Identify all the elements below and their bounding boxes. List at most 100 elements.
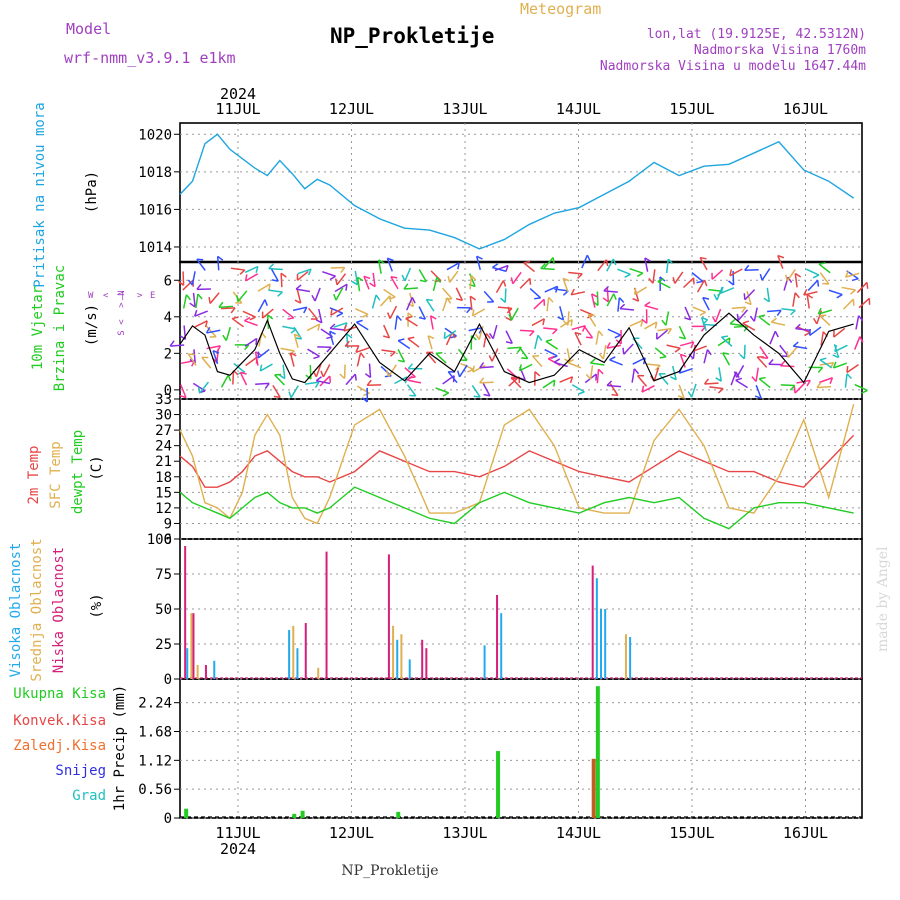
wind-barb — [716, 286, 723, 301]
wind-barb-flag — [407, 312, 414, 318]
wind-barb-flag — [390, 275, 398, 279]
wind-barb — [307, 307, 318, 320]
y-tick-label: 4 — [164, 310, 172, 326]
wind-barb — [571, 384, 585, 393]
wind-barb — [505, 330, 513, 344]
wind-barb-flag — [553, 358, 561, 363]
wind-barb-flag — [193, 309, 198, 317]
wind-barb-flag — [636, 272, 644, 278]
wind-barb — [652, 269, 656, 284]
wind-barb — [809, 326, 822, 337]
wind-barb-flag — [759, 376, 766, 380]
wind-barb-flag — [329, 323, 336, 329]
cloud-bar — [392, 625, 395, 679]
wind-barb-flag — [846, 366, 849, 373]
wind-barb-flag — [217, 255, 224, 261]
wind-barb-flag — [569, 376, 574, 384]
top-day-label: 15JUL — [669, 100, 714, 118]
wind-barb — [372, 272, 376, 287]
wind-barb — [442, 297, 448, 312]
wind-barb-flag — [230, 307, 236, 314]
wind-barb-flag — [363, 275, 371, 280]
compass-arrow-right: > — [137, 291, 143, 301]
wind-barb — [816, 385, 832, 389]
wind-barb — [692, 306, 706, 314]
wind-barb — [684, 306, 692, 321]
wind-speed-line — [179, 312, 854, 384]
y-tick-label: 1016 — [138, 202, 172, 218]
wind-barb-flag — [529, 278, 532, 285]
wind-barb — [523, 262, 535, 273]
wind-barb-flag — [722, 352, 730, 355]
wind-barb-flag — [455, 297, 463, 302]
wind-barb — [603, 290, 618, 293]
wind-barb — [678, 384, 685, 399]
wind-barb-flag — [670, 376, 677, 381]
wind-barb-flag — [680, 353, 687, 358]
wind-barb-flag — [401, 274, 406, 282]
wind-barb-flag — [654, 364, 661, 371]
wind-barb-flag — [236, 295, 239, 302]
wind-barb — [833, 362, 848, 369]
wind-barb — [520, 329, 535, 332]
wind-barb — [282, 308, 295, 319]
wind-barb-flag — [505, 340, 513, 345]
bottom-day-label: 12JUL — [329, 824, 374, 842]
wind-barb-flag — [699, 256, 707, 260]
wind-barb-flag — [613, 293, 617, 301]
wind-barb-flag — [832, 354, 839, 359]
cloud-bar — [604, 609, 607, 679]
y-tick-label: 15 — [155, 485, 172, 501]
y-tick-label: 12 — [155, 501, 172, 517]
compass-n: N — [117, 290, 127, 295]
wind-barb-flag — [819, 357, 827, 361]
wind-barb-flag — [189, 302, 196, 308]
wind-barb — [554, 288, 569, 292]
wind-barb-flag — [703, 279, 708, 287]
compass-e: E — [150, 291, 155, 301]
wind-barb — [856, 281, 868, 294]
wind-barb-flag — [816, 381, 822, 389]
wind-barb-flag — [706, 349, 712, 356]
wind-barb — [397, 339, 411, 350]
wind-barb-flag — [264, 382, 270, 389]
wind-barb-flag — [505, 265, 509, 272]
wind-barb — [589, 365, 594, 380]
cloud-bar — [624, 634, 627, 679]
y-tick-label: 24 — [155, 439, 172, 455]
wind-barb — [494, 264, 509, 272]
wind-barb — [356, 277, 361, 292]
wind-barb-flag — [435, 351, 443, 355]
wind-barb — [472, 364, 486, 373]
wind-barb-flag — [259, 364, 263, 372]
compass-center: | — [120, 291, 125, 301]
wind-barb-flag — [411, 297, 416, 304]
cloud-bar — [296, 648, 299, 679]
wind-barb-flag — [794, 292, 800, 299]
wind-barb — [699, 257, 708, 271]
wind-barb-flag — [784, 274, 789, 282]
wind-barb — [262, 308, 274, 319]
wind-barb — [529, 287, 542, 299]
wind-barb-flag — [378, 259, 385, 264]
wind-barb — [268, 289, 283, 293]
wind-barb — [766, 287, 771, 302]
wind-barb — [282, 325, 297, 330]
wind-barb-flag — [334, 278, 338, 286]
wind-barb-flag — [178, 280, 185, 286]
wind-barb-flag — [570, 319, 573, 327]
temp-series — [179, 404, 855, 530]
wind-barb-flag — [290, 352, 297, 357]
wind-barb-flag — [749, 315, 755, 322]
wind-barb-flag — [326, 346, 332, 353]
wind-barb-flag — [430, 315, 437, 320]
wind-barb — [636, 375, 648, 387]
wind-barb-flag — [720, 286, 724, 294]
cloud-bar — [292, 625, 295, 679]
wind-barb — [609, 359, 623, 366]
y-tick-label: 21 — [155, 454, 172, 470]
wind-barb-flag — [443, 332, 446, 339]
wind-barb — [756, 356, 768, 368]
wind-barb-flag — [754, 395, 762, 399]
wind-barb-flag — [271, 279, 279, 282]
